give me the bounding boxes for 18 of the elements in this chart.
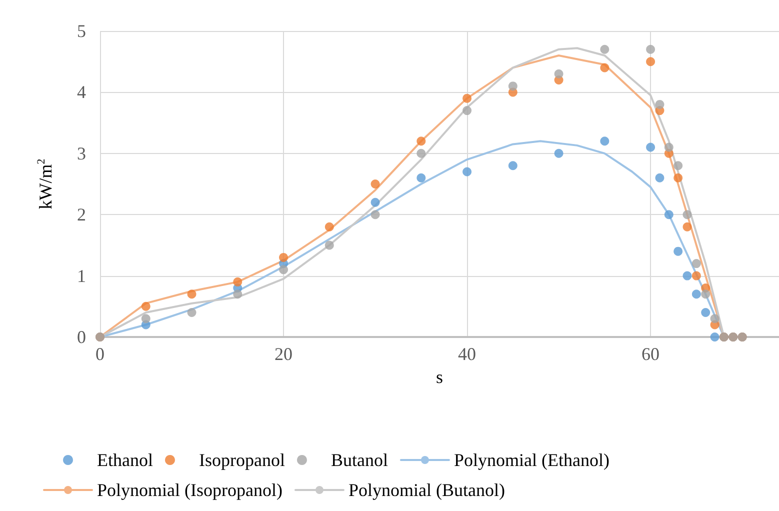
x-tick-label: 40 xyxy=(458,344,476,364)
y-tick-label: 0 xyxy=(77,327,86,347)
x-tick-label: 20 xyxy=(274,344,293,364)
legend-label: Polynomial (Ethanol) xyxy=(454,450,610,470)
x-tick-label: 60 xyxy=(642,344,660,364)
legend-label: Polynomial (Isopropanol) xyxy=(97,480,282,500)
y-tick-label: 1 xyxy=(77,266,86,286)
y-tick-label: 5 xyxy=(77,21,86,41)
x-axis-title: s xyxy=(436,366,444,387)
legend-label: Ethanol xyxy=(97,450,153,470)
legend-label: Isopropanol xyxy=(198,450,285,470)
legend-label: Butanol xyxy=(330,450,388,470)
legend-label: Polynomial (Butanol) xyxy=(348,480,505,500)
y-tick-label: 4 xyxy=(77,82,86,102)
y-axis-title: kW/m2 xyxy=(36,158,56,210)
x-tick-label: 0 xyxy=(96,344,104,364)
y-tick-label: 3 xyxy=(77,143,86,164)
y-tick-label: 2 xyxy=(77,204,86,225)
